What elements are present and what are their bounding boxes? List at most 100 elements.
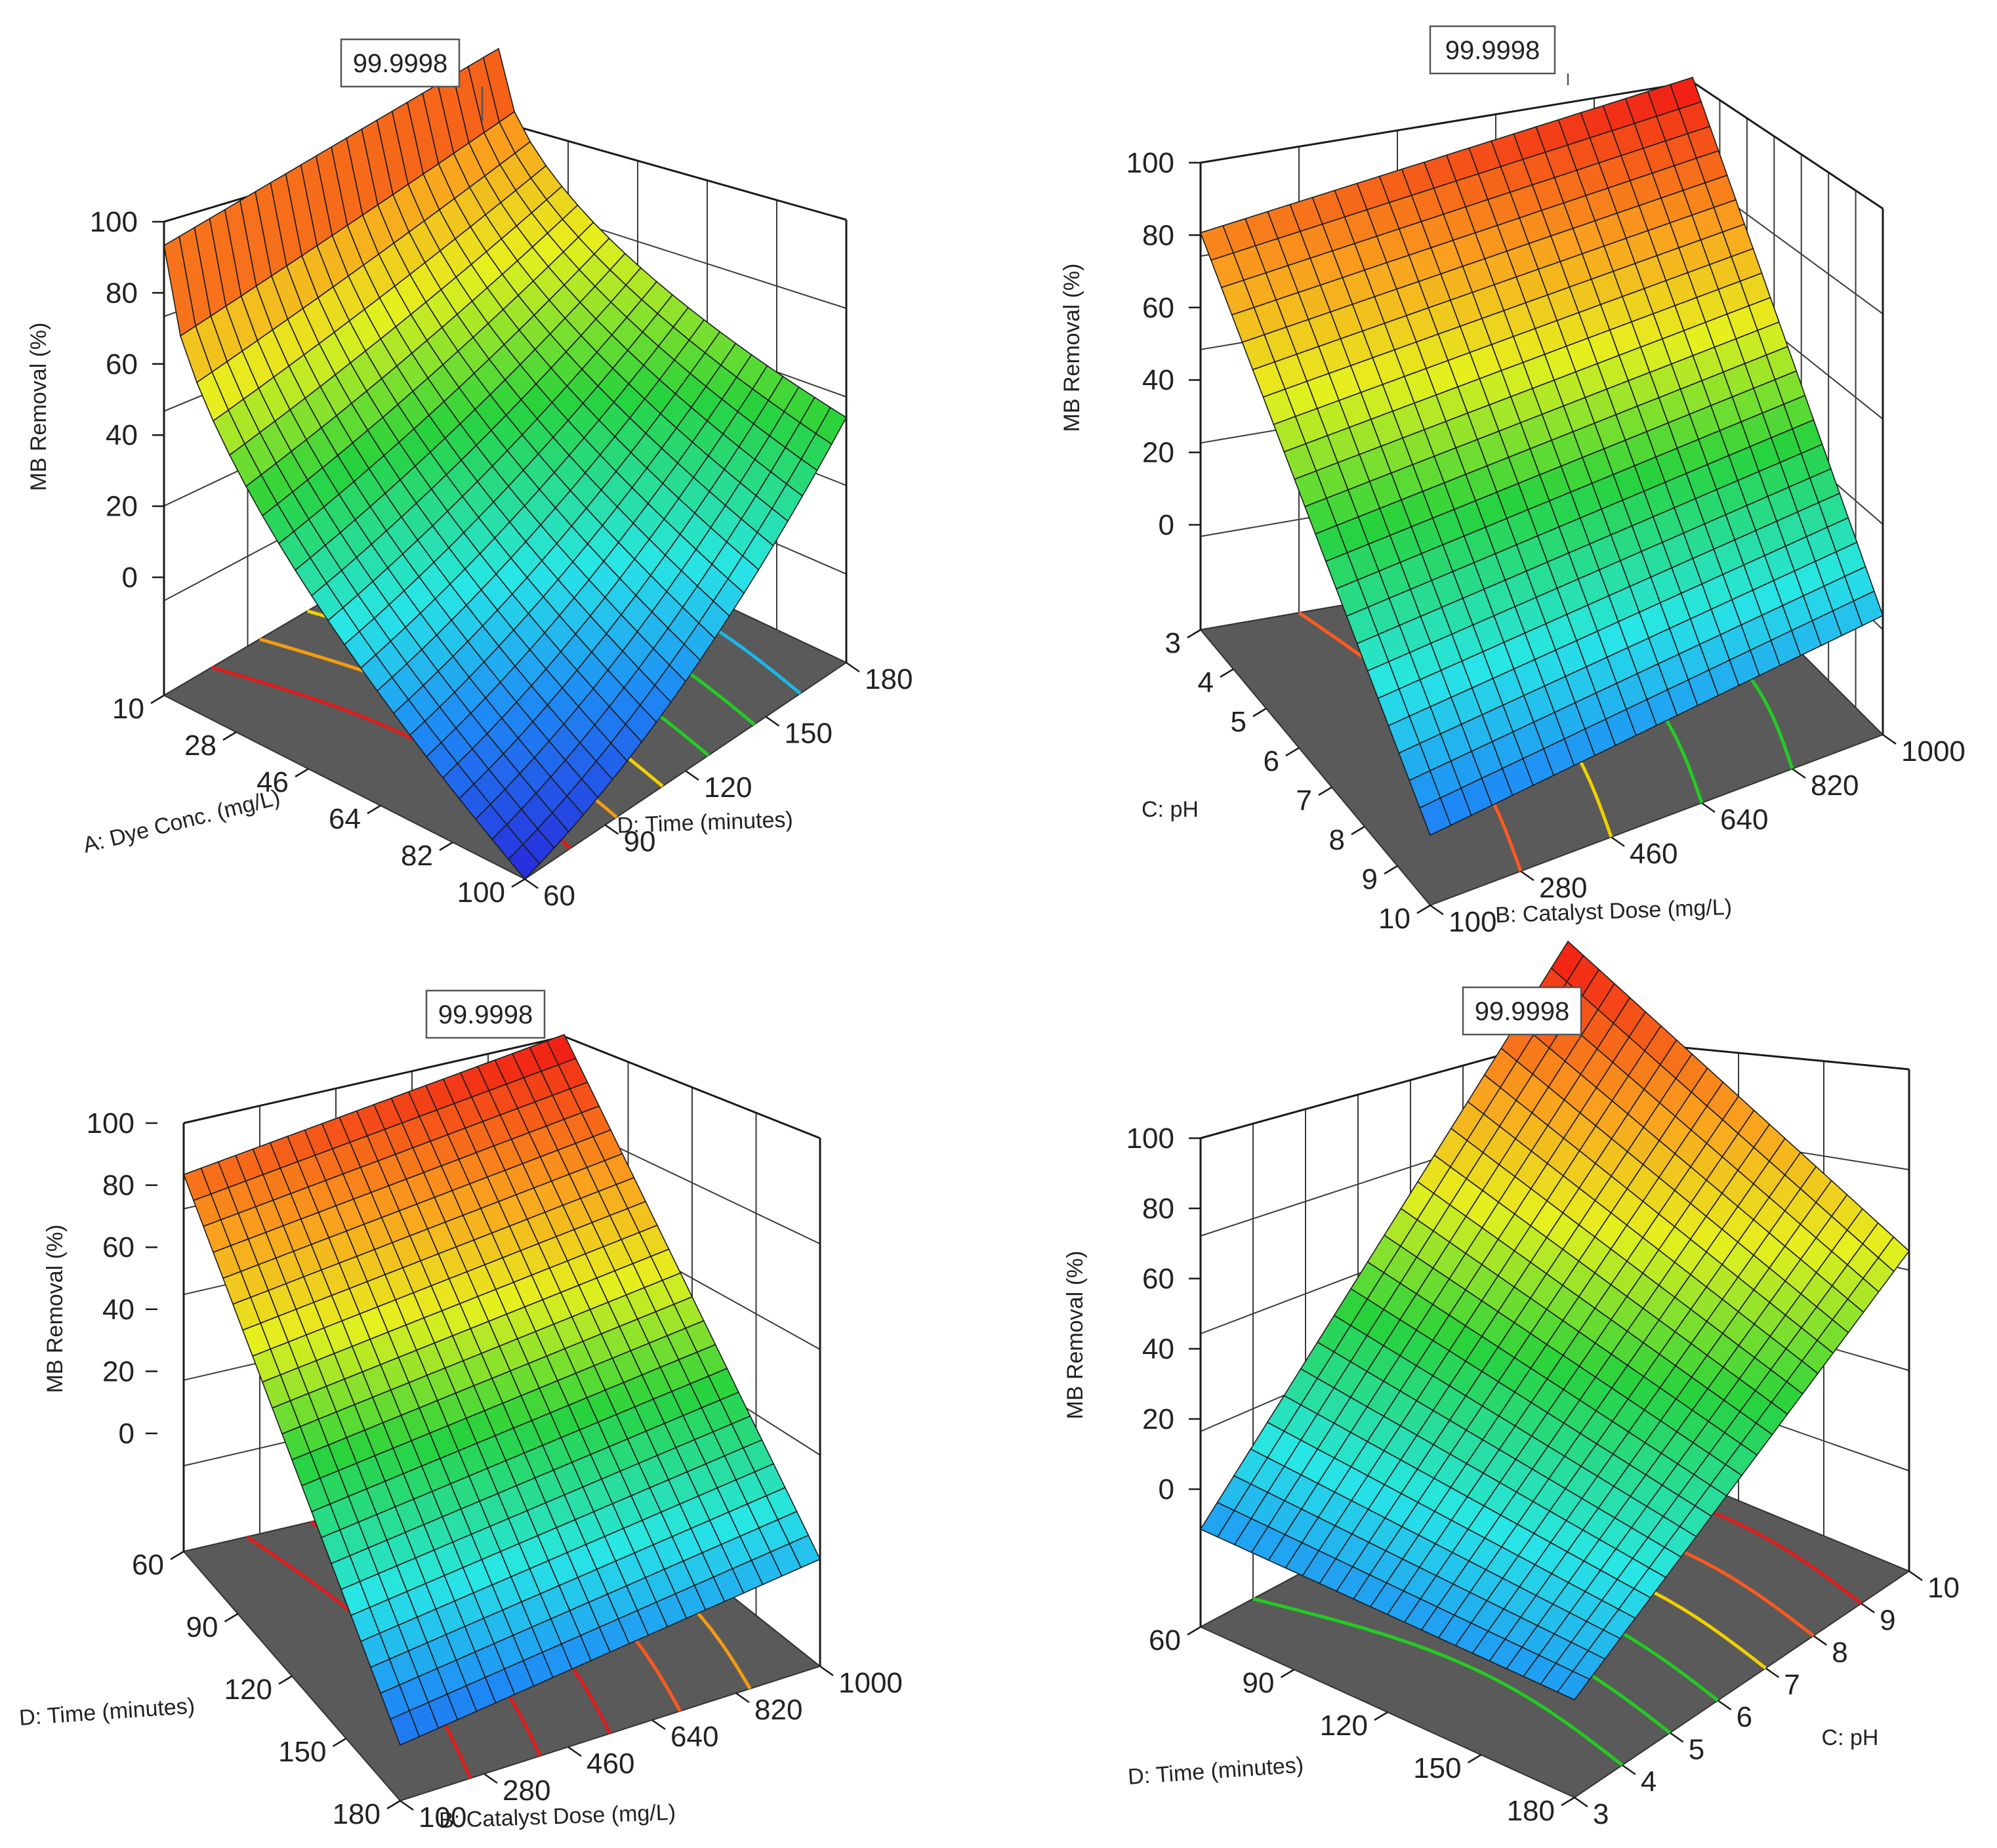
x-tick xyxy=(1187,1626,1201,1636)
x-tick-label: 180 xyxy=(333,1798,381,1830)
response-surface xyxy=(1199,77,1884,836)
z-tick-label: 100 xyxy=(87,1107,134,1140)
z-tick-label: 20 xyxy=(1142,1403,1174,1435)
y-axis-title: B: Catalyst Dose (mg/L) xyxy=(439,1800,676,1834)
y-tick-label: 460 xyxy=(1630,838,1678,870)
y-tick xyxy=(1765,1667,1780,1678)
x-axis-title: D: Time (minutes) xyxy=(18,1693,196,1731)
x-tick xyxy=(511,878,525,888)
y-tick xyxy=(524,878,539,890)
y-tick-label: 90 xyxy=(624,826,656,858)
y-tick-label: 820 xyxy=(1811,770,1859,802)
x-tick-label: 46 xyxy=(257,766,289,798)
y-tick xyxy=(604,824,619,835)
x-tick-label: 120 xyxy=(1320,1710,1368,1742)
chart-panel-top-left: 0 20 40 60 80 100 MB Removal (%) 10 28 46 64 82 100 A… xyxy=(26,38,913,912)
x-tick-label: 10 xyxy=(1378,903,1410,935)
y-tick xyxy=(1701,802,1716,813)
y-tick-label: 460 xyxy=(587,1748,634,1780)
z-tick-label: 40 xyxy=(1142,364,1174,396)
x-tick xyxy=(1280,1668,1295,1679)
x-tick-label: 5 xyxy=(1231,706,1246,738)
x-tick xyxy=(1374,1711,1388,1721)
x-tick xyxy=(295,768,309,778)
x-tick-label: 180 xyxy=(1507,1795,1555,1827)
x-tick xyxy=(278,1675,293,1685)
z-tick-label: 0 xyxy=(122,562,138,594)
x-tick-label: 3 xyxy=(1165,627,1181,659)
z-tick-label: 0 xyxy=(119,1418,134,1450)
y-tick xyxy=(735,1692,750,1704)
peak-label-box xyxy=(1462,986,1582,1036)
x-tick-label: 64 xyxy=(329,803,361,835)
z-tick-label: 0 xyxy=(1159,509,1174,541)
z-tick-label: 80 xyxy=(102,1170,134,1202)
z-tick-label: 40 xyxy=(106,419,138,451)
x-tick xyxy=(170,1550,184,1561)
z-axis-title: MB Removal (%) xyxy=(1063,1251,1088,1420)
x-tick xyxy=(1252,707,1267,718)
x-tick xyxy=(1220,668,1234,678)
y-tick xyxy=(1813,1635,1828,1646)
x-tick-label: 150 xyxy=(1413,1752,1461,1784)
x-tick xyxy=(224,1612,239,1623)
x-tick-label: 60 xyxy=(132,1549,164,1581)
x-tick xyxy=(1416,904,1431,914)
y-tick xyxy=(1792,768,1806,779)
x-axis-title: D: Time (minutes) xyxy=(1127,1752,1304,1790)
y-tick-label: 10 xyxy=(1927,1572,1960,1604)
x-tick xyxy=(1467,1754,1482,1764)
z-tick-label: 100 xyxy=(90,206,138,238)
x-tick-label: 90 xyxy=(186,1611,218,1643)
peak-label-box xyxy=(340,38,461,88)
x-tick xyxy=(1561,1796,1575,1807)
y-tick-label: 4 xyxy=(1641,1766,1657,1798)
y-axis-title: B: Catalyst Dose (mg/L) xyxy=(1495,895,1733,928)
surface-cell xyxy=(1556,1670,1591,1700)
surface-cell xyxy=(507,843,541,880)
x-tick-label: 120 xyxy=(224,1673,272,1706)
y-tick-label: 640 xyxy=(670,1721,718,1753)
y-tick-label: 1000 xyxy=(1901,735,1966,768)
z-tick-label: 100 xyxy=(1126,147,1174,179)
x-tick xyxy=(332,1737,347,1748)
x-tick-label: 4 xyxy=(1198,667,1214,699)
y-axis-title: D: Time (minutes) xyxy=(617,807,793,838)
y-tick-label: 60 xyxy=(543,880,575,912)
peak-label: 99.9998 xyxy=(1445,36,1540,65)
y-tick xyxy=(1861,1603,1875,1614)
y-tick xyxy=(567,1746,582,1757)
z-axis-title: MB Removal (%) xyxy=(26,323,51,491)
z-tick-label: 20 xyxy=(102,1355,134,1387)
z-tick-label: 80 xyxy=(106,277,138,309)
y-tick xyxy=(484,1773,498,1784)
y-tick xyxy=(1669,1732,1684,1743)
x-tick xyxy=(222,731,237,741)
x-tick-label: 150 xyxy=(278,1736,326,1768)
x-tick xyxy=(1285,747,1300,757)
x-tick xyxy=(150,694,165,705)
response-surface xyxy=(1199,940,1910,1700)
y-tick xyxy=(1520,870,1534,882)
x-axis-title: A: Dye Conc. (mg/L) xyxy=(81,785,283,857)
y-tick xyxy=(651,1719,666,1731)
y-tick xyxy=(1717,1700,1732,1711)
z-axis-title: MB Removal (%) xyxy=(1060,264,1084,432)
x-axis-title: C: pH xyxy=(1142,797,1199,822)
surface-cell xyxy=(1419,797,1452,836)
z-tick-label: 0 xyxy=(1159,1473,1174,1506)
z-tick-label: 40 xyxy=(102,1294,134,1326)
y-tick-label: 100 xyxy=(419,1801,466,1834)
y-tick-label: 1000 xyxy=(838,1667,903,1699)
y-tick-label: 150 xyxy=(785,718,833,750)
z-tick-label: 60 xyxy=(1142,1263,1174,1295)
y-tick-label: 9 xyxy=(1880,1604,1895,1636)
y-tick-label: 5 xyxy=(1689,1733,1704,1765)
y-tick-label: 640 xyxy=(1720,804,1768,836)
y-tick-label: 7 xyxy=(1784,1669,1800,1701)
x-tick-label: 90 xyxy=(1243,1667,1275,1699)
y-tick xyxy=(819,1665,834,1677)
y-tick xyxy=(1430,904,1444,916)
